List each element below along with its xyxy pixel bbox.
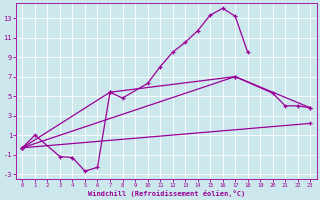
X-axis label: Windchill (Refroidissement éolien,°C): Windchill (Refroidissement éolien,°C) xyxy=(88,190,245,197)
